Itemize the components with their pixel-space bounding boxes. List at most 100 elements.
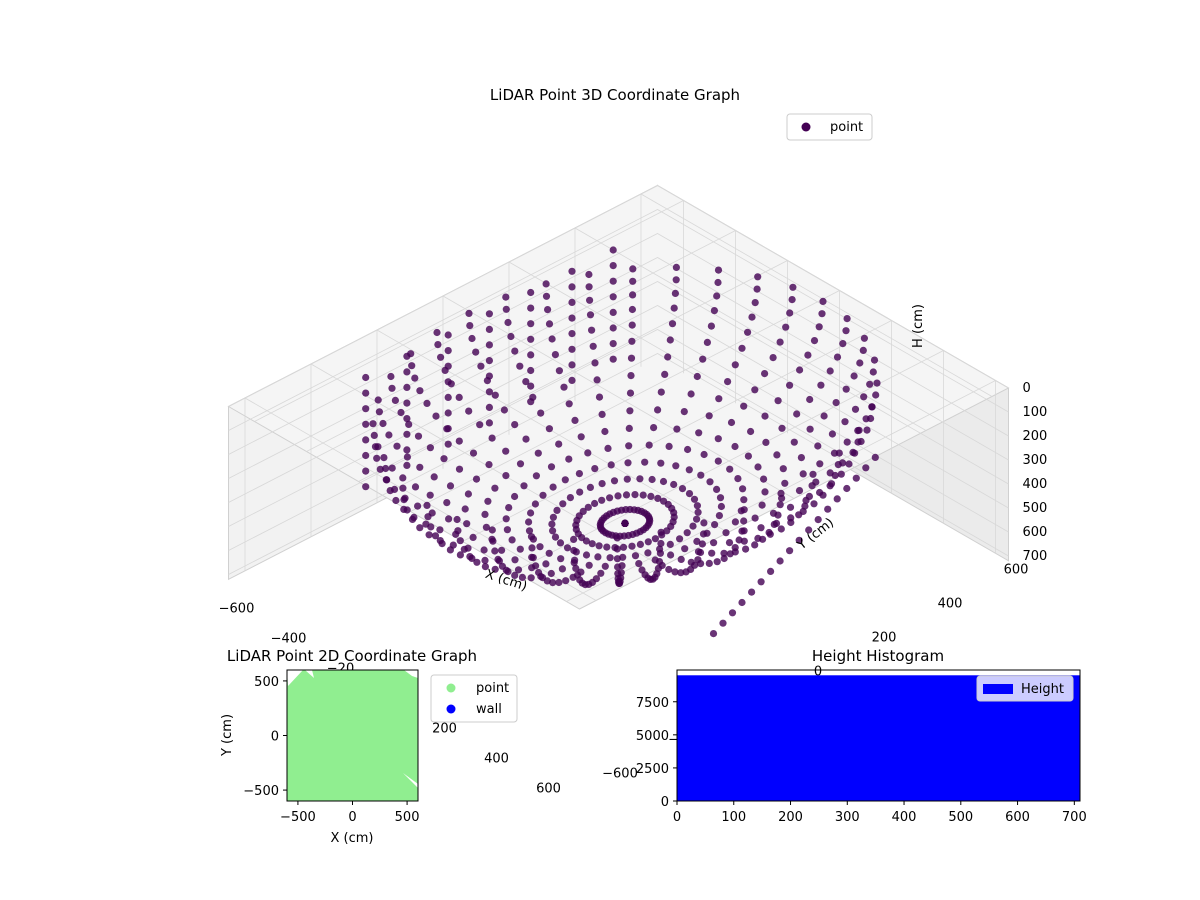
point-3d [482, 523, 490, 531]
point-3d [717, 502, 726, 511]
point-3d [453, 515, 461, 524]
point-3d [687, 390, 695, 398]
point-3d [527, 382, 535, 390]
point-3d [511, 571, 519, 580]
point-3d [656, 549, 665, 557]
point-3d [481, 556, 489, 565]
point-3d [598, 496, 606, 504]
point-3d [796, 366, 804, 374]
point-3d [520, 482, 528, 490]
point-3d [362, 373, 370, 382]
point-3d [758, 501, 766, 509]
point-3d [582, 551, 591, 559]
point-3d [549, 579, 557, 587]
point-3d [387, 372, 395, 381]
point-3d [591, 465, 599, 473]
point-3d [411, 483, 420, 491]
point-3d [805, 492, 814, 500]
point-3d [563, 544, 572, 552]
x-tick-label-2d: 0 [348, 810, 356, 825]
point-3d [631, 552, 640, 560]
y-tick-label-hist: 7500 [636, 696, 669, 711]
point-3d [534, 449, 542, 457]
point-3d [661, 370, 669, 378]
point-3d [751, 541, 759, 549]
point-3d [444, 409, 452, 417]
point-3d [586, 296, 594, 304]
point-3d [614, 492, 622, 500]
point-3d [455, 437, 463, 445]
point-3d [527, 304, 535, 312]
point-3d [426, 444, 434, 452]
point-3d [379, 419, 387, 428]
point-3d [461, 505, 469, 513]
point-3d [584, 449, 592, 457]
point-3d [532, 562, 540, 570]
gridline-z [228, 233, 1009, 455]
point-3d [762, 438, 770, 446]
point-3d [713, 485, 721, 493]
point-3d [774, 397, 782, 405]
point-3d [382, 464, 390, 473]
point-3d [872, 391, 880, 399]
point-3d [522, 435, 530, 443]
point-3d [594, 553, 602, 561]
point-3d [720, 549, 728, 557]
point-3d [432, 412, 440, 420]
point-3d [557, 555, 565, 563]
point-3d [484, 497, 492, 505]
point-3d [414, 432, 423, 440]
gridline-z [228, 281, 1009, 503]
point-3d [714, 278, 722, 287]
point-3d [542, 292, 551, 300]
point-3d [713, 558, 721, 566]
point-3d [522, 378, 530, 386]
point-3d [545, 425, 554, 433]
x-tick-label-2d: 500 [395, 810, 420, 825]
point-3d [570, 546, 578, 555]
point-3d [694, 508, 702, 516]
point-3d [645, 441, 653, 449]
z-tick-label-3d: 0 [1023, 381, 1031, 396]
point-3d [527, 288, 535, 297]
point-3d [518, 573, 527, 582]
point-3d [393, 442, 401, 450]
point-3d [516, 362, 524, 370]
chart-histogram: Height Histogram 0 100 200 300 400 500 600 7000… [636, 647, 1087, 825]
point-3d [787, 518, 795, 527]
point-3d [491, 391, 499, 399]
y-tick-label-2d: 0 [271, 730, 279, 745]
point-3d [790, 438, 798, 446]
point-3d [405, 420, 413, 428]
point-3d [555, 440, 563, 448]
point-3d [738, 344, 746, 352]
y-tick-label-2d: −500 [243, 784, 279, 799]
point-3d [525, 518, 533, 526]
point-3d [362, 451, 370, 460]
point-3d [609, 340, 617, 348]
point-3d [842, 327, 850, 335]
point-3d [582, 537, 591, 545]
point-3d [685, 490, 694, 498]
point-3d [845, 460, 853, 468]
x-tick-label-3d: 200 [432, 721, 457, 736]
point-3d [672, 276, 680, 284]
point-3d [370, 431, 378, 439]
legend-2d-label-point: point [476, 681, 509, 696]
point-3d [659, 477, 668, 486]
point-3d [555, 578, 563, 587]
point-3d [430, 473, 438, 481]
point-3d [571, 556, 579, 564]
point-3d [609, 262, 617, 270]
point-3d [551, 351, 560, 359]
point-3d [769, 354, 777, 362]
plot-2d-fill-point [287, 670, 418, 801]
point-3d [485, 357, 493, 365]
point-3d [441, 366, 449, 374]
point-3d [641, 458, 649, 466]
point-3d [456, 551, 464, 559]
point-3d [854, 438, 862, 446]
point-3d [770, 520, 778, 529]
point-3d [444, 331, 452, 339]
x-tick-label-3d: −400 [271, 631, 307, 646]
